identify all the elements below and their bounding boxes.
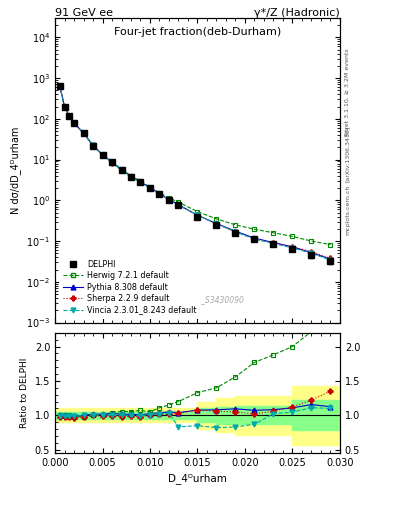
Text: mcplots.cern.ch: mcplots.cern.ch bbox=[345, 185, 350, 235]
Y-axis label: Ratio to DELPHI: Ratio to DELPHI bbox=[20, 358, 29, 428]
Text: [arXiv:1306.3436]: [arXiv:1306.3436] bbox=[345, 125, 350, 182]
X-axis label: D_4ᴰurham: D_4ᴰurham bbox=[168, 474, 227, 484]
Text: Four-jet fraction(deb-Durham): Four-jet fraction(deb-Durham) bbox=[114, 27, 281, 37]
Y-axis label: N dσ/dD_4ᴰurham: N dσ/dD_4ᴰurham bbox=[10, 126, 20, 214]
Text: DELPHI_1996_S3430090: DELPHI_1996_S3430090 bbox=[151, 295, 244, 304]
Text: γ*/Z (Hadronic): γ*/Z (Hadronic) bbox=[254, 8, 340, 18]
Text: 91 GeV ee: 91 GeV ee bbox=[55, 8, 113, 18]
Legend: DELPHI, Herwig 7.2.1 default, Pythia 8.308 default, Sherpa 2.2.9 default, Vincia: DELPHI, Herwig 7.2.1 default, Pythia 8.3… bbox=[59, 256, 201, 318]
Text: Rivet 3.1.10, ≥ 3.2M events: Rivet 3.1.10, ≥ 3.2M events bbox=[345, 48, 350, 136]
